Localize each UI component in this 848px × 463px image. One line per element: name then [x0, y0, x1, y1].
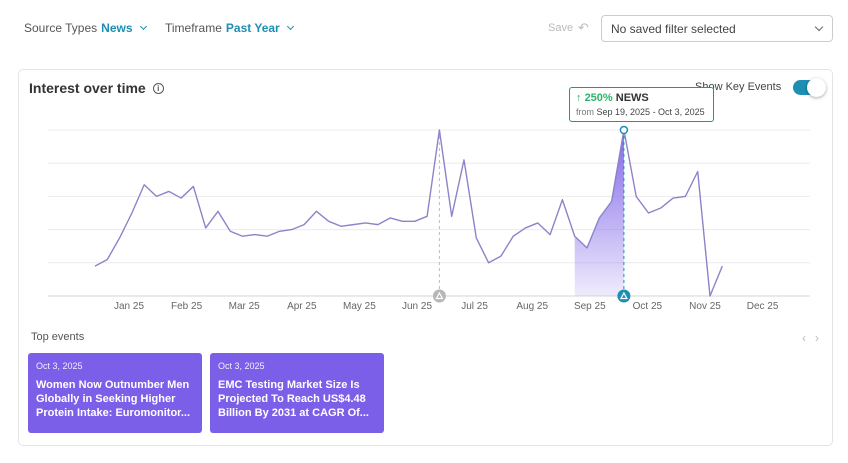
- timeframe-filter[interactable]: Timeframe Past Year: [165, 21, 294, 35]
- key-events-toggle[interactable]: [793, 78, 826, 97]
- hover-point: [619, 125, 629, 135]
- event-card[interactable]: Oct 3, 2025 Women Now Outnumber Men Glob…: [28, 353, 202, 433]
- key-events-label: Show Key Events: [695, 81, 782, 93]
- undo-icon[interactable]: ↶: [578, 20, 589, 35]
- event-marker-icon[interactable]: [617, 289, 631, 303]
- card-title: Interest over time i: [29, 80, 164, 96]
- series-line: [94, 129, 723, 297]
- timeframe-value[interactable]: Past Year: [225, 21, 280, 35]
- highlight-area: [574, 130, 624, 296]
- tooltip-headline: ↑ 250% NEWS: [576, 92, 649, 104]
- top-events-label: Top events: [31, 331, 85, 343]
- chart-marks: [94, 125, 723, 303]
- event-headline: Women Now Outnumber Men Globally in Seek…: [36, 379, 191, 419]
- interest-over-time-card: Interest over time i Show Key Events: [18, 69, 833, 446]
- x-tick-label: May 25: [343, 301, 376, 312]
- event-card[interactable]: Oct 3, 2025 EMC Testing Market Size Is P…: [210, 353, 384, 433]
- source-types-value[interactable]: News: [101, 21, 133, 35]
- x-tick-label: Jan 25: [114, 301, 144, 312]
- saved-filter-value: No saved filter selected: [611, 22, 736, 36]
- chart-grid: [48, 129, 810, 297]
- source-types-filter[interactable]: Source Types News: [24, 21, 147, 35]
- event-headline: EMC Testing Market Size Is Projected To …: [218, 379, 369, 419]
- chevron-left-icon[interactable]: ‹: [802, 331, 806, 345]
- info-icon[interactable]: i: [152, 82, 164, 94]
- filter-bar: Source Types News Timeframe Past Year Sa…: [0, 0, 848, 56]
- x-tick-label: Jul 25: [461, 301, 488, 312]
- save-button[interactable]: Save: [548, 22, 574, 34]
- event-date: Oct 3, 2025: [36, 361, 83, 371]
- card-title-text: Interest over time: [29, 80, 146, 96]
- saved-filter-select[interactable]: No saved filter selected: [601, 15, 833, 42]
- event-marker-icon[interactable]: [432, 289, 446, 303]
- tooltip-dates: Sep 19, 2025 - Oct 3, 2025: [596, 107, 705, 117]
- chevron-right-icon[interactable]: ›: [815, 331, 819, 345]
- tooltip-from: from: [576, 107, 594, 117]
- x-tick-label: Oct 25: [633, 301, 663, 312]
- event-tooltip: ↑ 250% NEWS from Sep 19, 2025 - Oct 3, 2…: [569, 87, 714, 122]
- x-tick-label: Sep 25: [574, 301, 606, 312]
- tooltip-source: NEWS: [615, 92, 649, 104]
- toggle-knob[interactable]: [807, 78, 826, 97]
- tooltip-pct: 250%: [584, 92, 613, 104]
- tooltip-range: from Sep 19, 2025 - Oct 3, 2025: [576, 107, 707, 117]
- event-date: Oct 3, 2025: [218, 361, 265, 371]
- x-tick-label: Nov 25: [689, 301, 721, 312]
- x-tick-label: Feb 25: [171, 301, 203, 312]
- x-tick-label: Apr 25: [287, 301, 317, 312]
- x-tick-label: Aug 25: [516, 301, 548, 312]
- x-tick-label: Jun 25: [402, 301, 432, 312]
- x-tick-label: Mar 25: [229, 301, 261, 312]
- x-tick-label: Dec 25: [747, 301, 779, 312]
- chart-ticks: Jan 25 Feb 25 Mar 25 Apr 25 May 25 Jun 25 Jul …: [114, 301, 779, 312]
- source-types-label: Source Types: [24, 21, 98, 35]
- timeframe-label: Timeframe: [165, 21, 222, 35]
